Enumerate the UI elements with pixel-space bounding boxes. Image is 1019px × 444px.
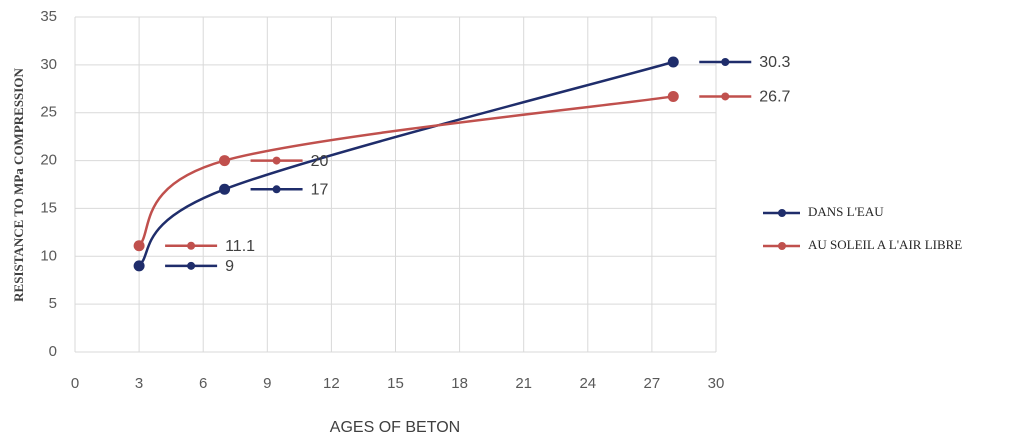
- series-line: [138, 60, 674, 267]
- data-label: 20: [311, 153, 329, 170]
- data-label: 11.1: [225, 238, 255, 255]
- y-tick-label: 0: [49, 343, 57, 360]
- legend-key-dot: [778, 242, 786, 250]
- legend-label: DANS L'EAU: [808, 204, 884, 219]
- x-tick-label: 9: [263, 375, 271, 392]
- label-key-dot: [272, 185, 281, 194]
- x-tick-label: 30: [708, 375, 725, 392]
- data-label: 26.7: [759, 89, 790, 106]
- data-point: [667, 56, 679, 68]
- x-tick-label: 6: [199, 375, 207, 392]
- legend-label: AU SOLEIL A L'AIR LIBRE: [808, 237, 962, 252]
- x-tick-label: 27: [644, 375, 661, 392]
- x-tick-label: 12: [323, 375, 340, 392]
- y-tick-label: 15: [40, 199, 57, 216]
- data-point: [667, 90, 679, 102]
- data-label: 9: [225, 258, 234, 275]
- y-tick-label: 10: [40, 247, 57, 264]
- y-tick-label: 35: [40, 8, 57, 25]
- y-tick-label: 5: [49, 295, 57, 312]
- data-point: [219, 155, 231, 167]
- x-tick-label: 0: [71, 375, 79, 392]
- data-point: [133, 240, 145, 252]
- label-key-dot: [721, 57, 730, 66]
- x-tick-label: 15: [387, 375, 404, 392]
- data-label: 17: [311, 182, 329, 199]
- x-tick-label: 24: [579, 375, 596, 392]
- y-tick-label: 30: [40, 56, 57, 73]
- x-tick-label: 21: [515, 375, 532, 392]
- x-tick-label: 3: [135, 375, 143, 392]
- data-label: 30.3: [759, 54, 790, 71]
- y-tick-label: 20: [40, 152, 57, 169]
- label-key-dot: [187, 261, 196, 270]
- label-key-dot: [272, 156, 281, 165]
- legend-key-dot: [778, 209, 786, 217]
- label-key-dot: [187, 241, 196, 250]
- data-point: [133, 260, 145, 272]
- y-tick-label: 25: [40, 104, 57, 121]
- label-key-dot: [721, 92, 730, 101]
- y-axis-label: RESISTANCE TO MPa COMPRESSION: [11, 68, 26, 302]
- x-axis-label: AGES OF BETON: [330, 419, 460, 436]
- x-tick-label: 18: [451, 375, 468, 392]
- data-point: [219, 183, 231, 195]
- series-line: [138, 95, 674, 247]
